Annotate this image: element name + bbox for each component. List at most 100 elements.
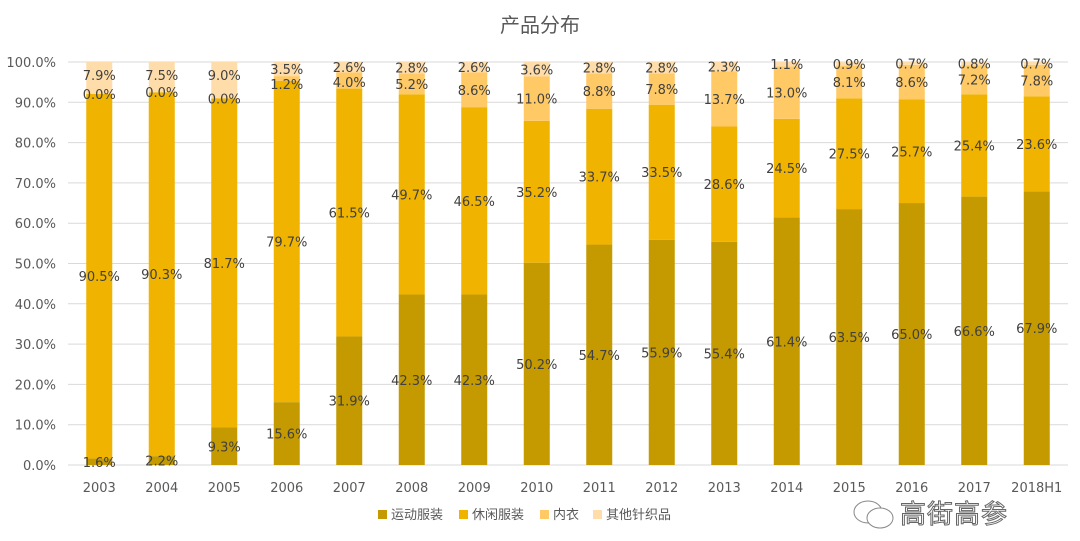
x-tick-label: 2008	[395, 481, 428, 496]
bar-segment	[1023, 64, 1050, 97]
legend-label: 内衣	[553, 507, 579, 523]
legend-swatch	[593, 510, 602, 519]
bar-segment	[336, 62, 363, 73]
legend-swatch	[540, 510, 549, 519]
x-tick-label: 2017	[958, 481, 991, 496]
bar-segment	[648, 73, 675, 105]
bar-segment	[461, 294, 488, 465]
data-label: 54.7%	[579, 349, 620, 364]
data-label: 42.3%	[454, 374, 495, 389]
data-label: 5.2%	[395, 78, 428, 93]
data-label: 27.5%	[829, 148, 870, 163]
data-label: 1.1%	[770, 58, 803, 73]
bar-segment	[586, 108, 613, 245]
bar-segment	[86, 458, 113, 465]
data-label: 61.5%	[329, 207, 370, 222]
bar-segment	[898, 203, 925, 466]
data-label: 49.7%	[391, 188, 432, 203]
y-tick-label: 70.0%	[15, 177, 56, 192]
bar-segment	[961, 94, 988, 197]
x-tick-label: 2018H1	[1011, 481, 1062, 496]
y-tick-label: 40.0%	[15, 298, 56, 313]
bar-segment	[523, 76, 550, 121]
bar-segment	[398, 73, 425, 95]
x-tick-label: 2010	[520, 481, 553, 496]
bar-segment	[898, 64, 925, 100]
legend-label: 运动服装	[391, 508, 443, 523]
bar-segment	[648, 239, 675, 465]
data-label: 28.6%	[704, 178, 745, 193]
data-label: 55.4%	[704, 347, 745, 362]
data-label: 31.9%	[329, 395, 370, 410]
data-label: 67.9%	[1016, 322, 1057, 337]
data-label: 61.4%	[766, 335, 807, 350]
x-tick-label: 2009	[458, 481, 491, 496]
data-label: 11.0%	[516, 93, 557, 108]
legend-label: 休闲服装	[472, 508, 524, 523]
bar-segment	[273, 80, 300, 403]
data-label: 55.9%	[641, 346, 682, 361]
bar-segment	[148, 456, 175, 465]
data-label: 4.0%	[333, 76, 366, 91]
data-label: 2.3%	[708, 61, 741, 76]
data-label: 90.5%	[79, 270, 120, 285]
data-label: 66.6%	[954, 325, 995, 340]
data-label: 8.1%	[833, 76, 866, 91]
bar-segment	[273, 62, 300, 77]
data-label: 81.7%	[204, 257, 245, 272]
bar-segment	[211, 427, 238, 465]
bar-segment	[773, 66, 800, 119]
data-label: 9.0%	[208, 69, 241, 84]
legend-swatch	[459, 510, 468, 519]
bar-segment	[523, 62, 550, 77]
x-tick-label: 2013	[708, 481, 741, 496]
bar-segment	[273, 402, 300, 465]
data-label: 2.6%	[458, 61, 491, 76]
bar-segment	[148, 62, 175, 93]
data-label: 13.0%	[766, 87, 807, 102]
bar-segment	[773, 217, 800, 465]
data-label: 63.5%	[829, 331, 870, 346]
bar-segment	[336, 336, 363, 465]
data-label: 13.7%	[704, 93, 745, 108]
x-tick-label: 2006	[270, 481, 303, 496]
bar-segment	[273, 76, 300, 81]
bar-segment	[836, 65, 863, 99]
data-label: 1.2%	[270, 78, 303, 93]
bar-segment	[648, 104, 675, 240]
bar-segment	[398, 94, 425, 295]
data-label: 1.6%	[83, 456, 116, 471]
bar-segment	[586, 62, 613, 74]
data-label: 33.7%	[579, 171, 620, 186]
data-label: 0.0%	[208, 92, 241, 107]
x-tick-label: 2016	[895, 481, 928, 496]
data-label: 2.2%	[145, 455, 178, 470]
bar-segment	[836, 209, 863, 465]
bar-segment	[648, 62, 675, 74]
watermark-text: 高街高参	[899, 500, 1009, 531]
bar-segment	[711, 241, 738, 465]
bar-segment	[461, 62, 488, 73]
bar-segment	[336, 72, 363, 89]
bar-segment	[523, 262, 550, 465]
data-label: 46.5%	[454, 195, 495, 210]
bar-segment	[1023, 96, 1050, 192]
bar-segment	[211, 62, 238, 99]
y-tick-label: 10.0%	[15, 419, 56, 434]
data-label: 24.5%	[766, 162, 807, 177]
data-label: 23.6%	[1016, 138, 1057, 153]
data-label: 2.8%	[583, 62, 616, 77]
data-label: 25.7%	[891, 145, 932, 160]
bar-segment	[461, 72, 488, 108]
x-tick-label: 2005	[208, 481, 241, 496]
bar-segment	[711, 71, 738, 127]
data-label: 90.3%	[141, 268, 182, 283]
y-tick-label: 20.0%	[15, 378, 56, 393]
data-label: 2.6%	[333, 61, 366, 76]
bar-segment	[586, 244, 613, 465]
bar-segment	[961, 62, 988, 66]
bar-segment	[711, 126, 738, 242]
bar-segment	[898, 99, 925, 204]
x-tick-label: 2004	[145, 481, 178, 496]
watermark: 高街高参	[853, 500, 1009, 531]
